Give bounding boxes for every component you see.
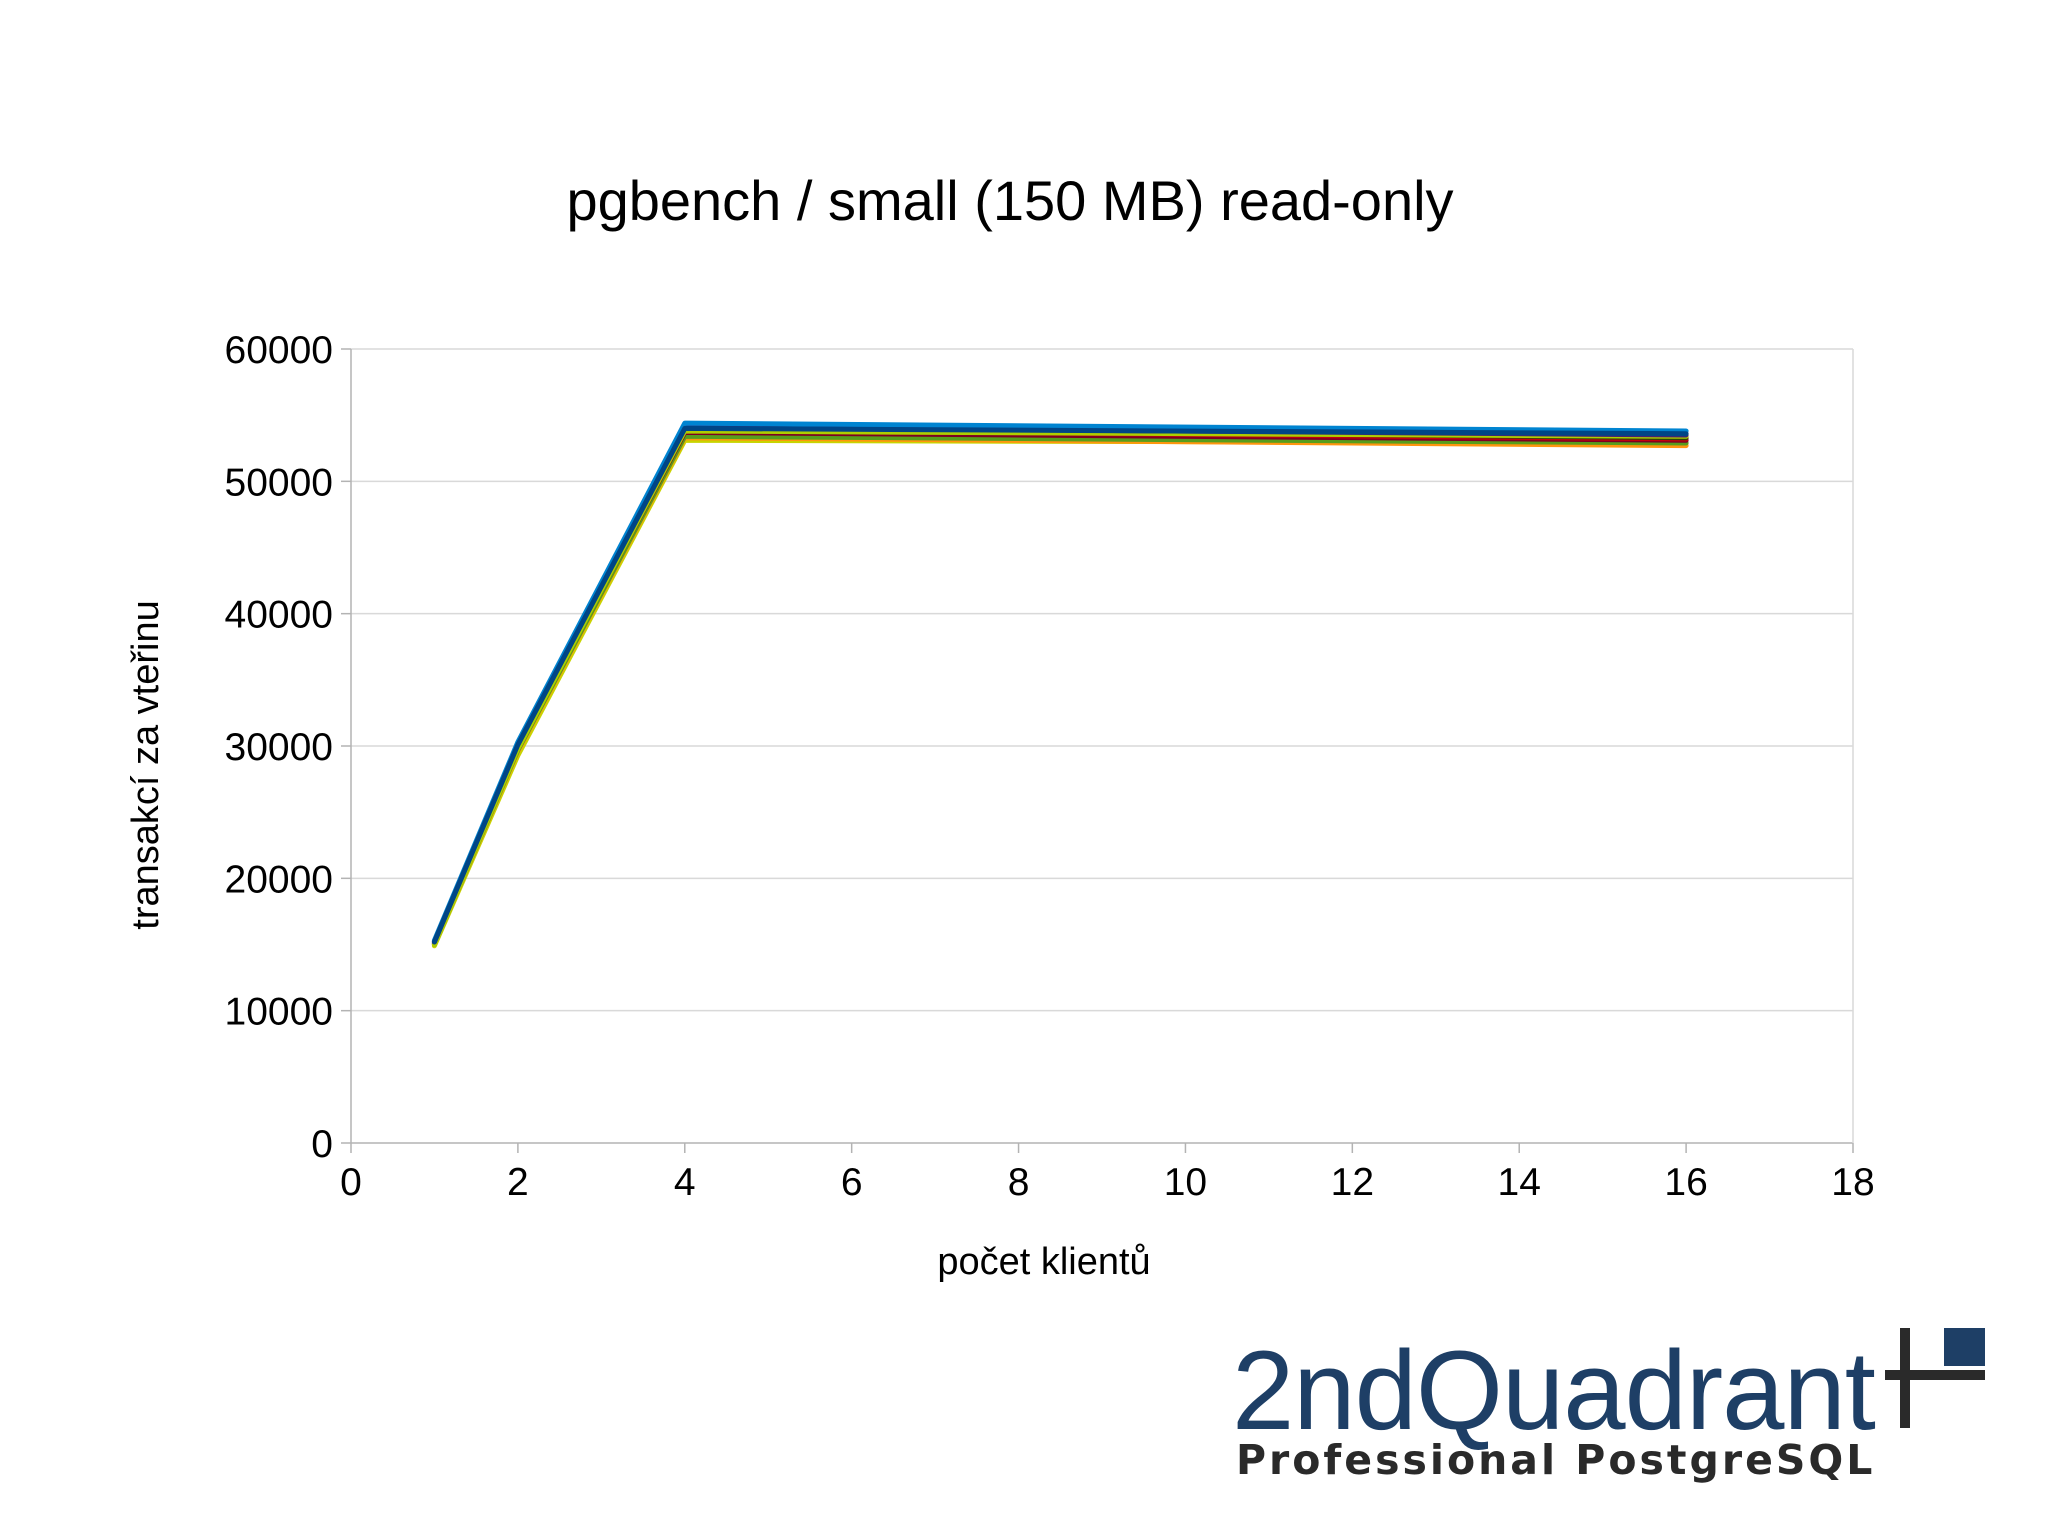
x-tick-label: 2 <box>507 1161 529 1204</box>
series-line-1 <box>431 437 1689 949</box>
logo-tagline: Professional PostgreSQL <box>1236 1436 1876 1484</box>
y-tick-labels: 0 10000 20000 30000 40000 50000 60000 <box>225 329 333 1166</box>
x-tick-label: 18 <box>1831 1161 1874 1204</box>
series-line-3 <box>431 433 1689 947</box>
x-tick-label: 6 <box>841 1161 863 1204</box>
y-tick-label: 10000 <box>225 991 333 1034</box>
x-tick-label: 12 <box>1331 1161 1374 1204</box>
x-tick-label: 0 <box>340 1161 362 1204</box>
x-tick-label: 8 <box>1008 1161 1030 1204</box>
series-line-10 <box>431 425 1689 945</box>
plus-with-square-icon <box>1885 1328 1985 1428</box>
chart-title: pgbench / small (150 MB) read-only <box>566 169 1453 232</box>
series-lines <box>431 420 1689 949</box>
x-tick-label: 4 <box>674 1161 696 1204</box>
series-line-9 <box>431 420 1689 943</box>
y-tick-label: 20000 <box>225 858 333 901</box>
y-axis-title: transakcí za vteřinu <box>125 600 167 929</box>
axes <box>341 348 1854 1153</box>
logo-name: 2ndQuadrant <box>1232 1328 1876 1453</box>
x-tick-label: 10 <box>1164 1161 1207 1204</box>
x-tick-labels: 0 2 4 6 8 10 12 14 16 18 <box>340 1161 1875 1204</box>
x-tick-label: 16 <box>1664 1161 1707 1204</box>
series-line-7 <box>431 428 1689 947</box>
series-line-2 <box>431 435 1689 947</box>
y-tick-label: 60000 <box>225 329 333 372</box>
series-line-5 <box>431 427 1689 946</box>
y-tick-label: 40000 <box>225 594 333 637</box>
y-tick-label: 30000 <box>225 726 333 769</box>
y-tick-label: 50000 <box>225 461 333 504</box>
series-line-6 <box>431 425 1689 945</box>
x-axis-title: počet klientů <box>937 1241 1150 1283</box>
series-line-8 <box>431 424 1689 945</box>
grid <box>351 348 1853 1012</box>
y-tick-label: 0 <box>311 1123 333 1166</box>
x-tick-label: 14 <box>1498 1161 1541 1204</box>
series-line-4 <box>431 429 1689 946</box>
